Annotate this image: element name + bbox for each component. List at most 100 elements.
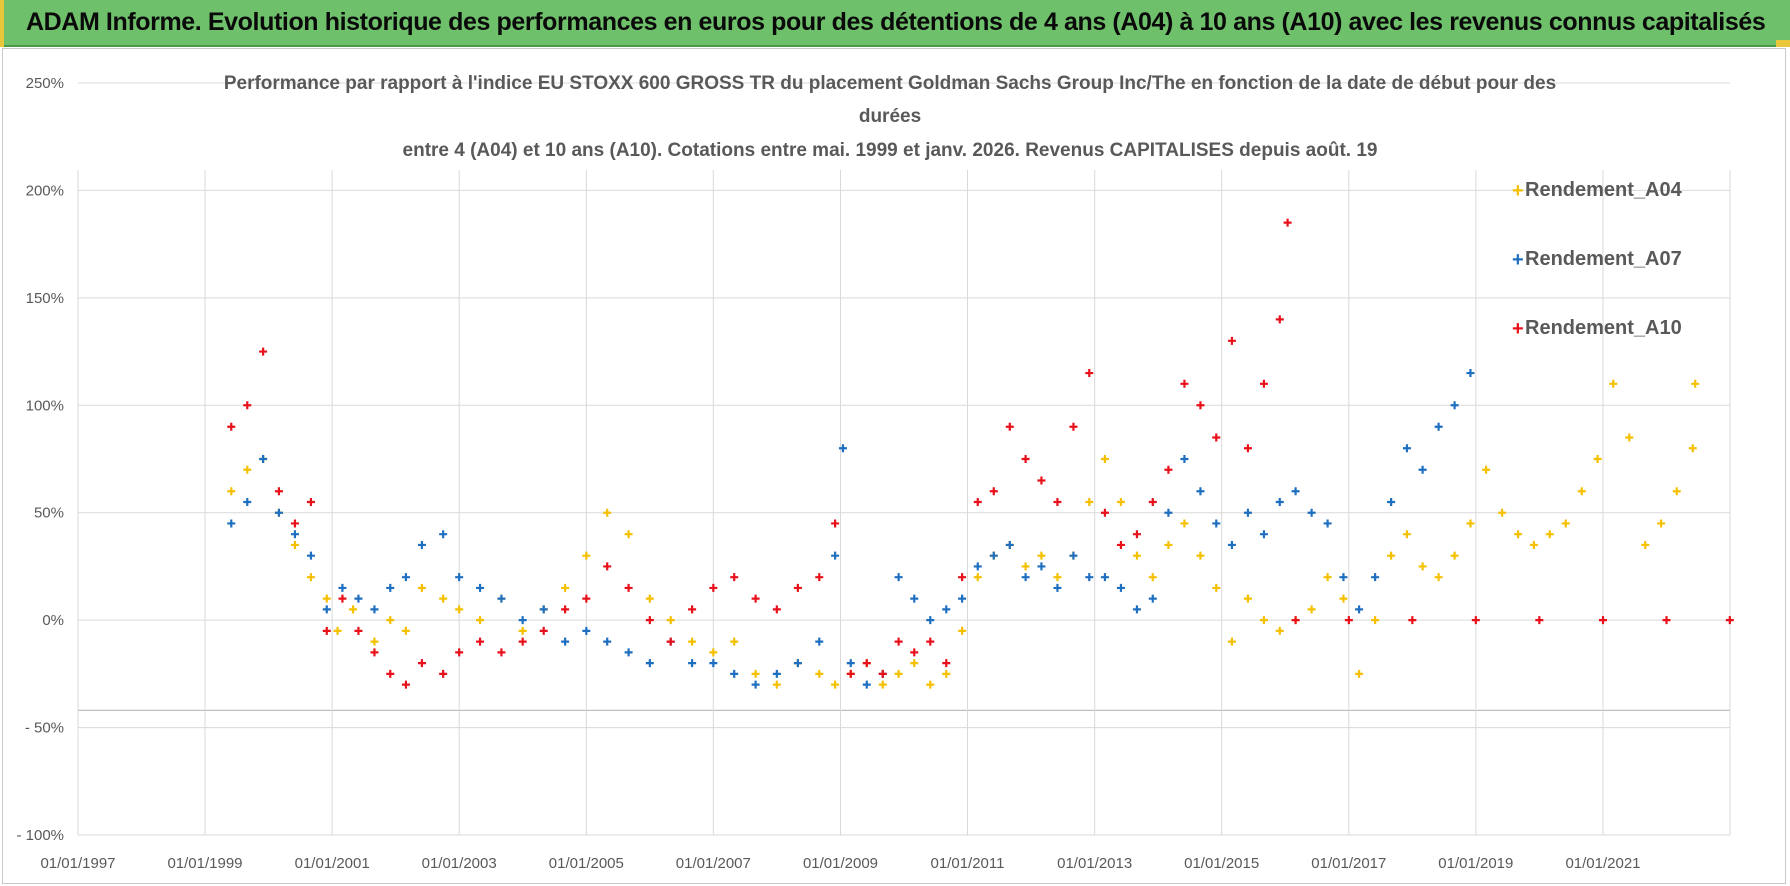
data-point (815, 669, 824, 678)
data-point (831, 551, 840, 560)
banner-title: ADAM Informe. Evolution historique des p… (26, 8, 1766, 36)
data-point (1291, 487, 1300, 496)
data-point (476, 616, 485, 625)
data-point (688, 659, 697, 668)
data-point (603, 637, 612, 646)
x-tick-label: 01/01/2015 (1184, 855, 1259, 872)
data-point (624, 648, 633, 657)
data-point (401, 573, 410, 582)
data-point (1180, 455, 1189, 463)
data-point (793, 659, 802, 668)
data-point (582, 551, 591, 560)
data-point (354, 594, 363, 603)
data-point (1593, 455, 1602, 463)
data-point (1037, 551, 1046, 560)
data-point (1402, 444, 1411, 453)
y-axis-labels: 250% 200% 150% 100% 50% 0% - 50% - 100% (16, 75, 64, 844)
data-point (1227, 540, 1236, 549)
data-point (709, 583, 718, 592)
data-point (1180, 379, 1189, 388)
data-point (1688, 444, 1697, 453)
data-point (838, 444, 847, 453)
data-point (1275, 626, 1284, 635)
data-point (227, 487, 236, 496)
data-point (942, 669, 951, 678)
data-point (338, 594, 347, 603)
data-point (497, 648, 506, 657)
data-point (1227, 637, 1236, 646)
data-point (561, 637, 570, 646)
data-point (322, 605, 331, 614)
data-point (354, 626, 363, 635)
data-point (322, 594, 331, 603)
data-point (1243, 594, 1252, 603)
data-point (1069, 422, 1078, 431)
data-point (1609, 379, 1618, 388)
data-point (227, 422, 236, 431)
y-tick-label: 200% (26, 182, 64, 199)
data-point (624, 583, 633, 592)
data-point (1355, 605, 1364, 614)
data-point (862, 659, 871, 668)
data-point (1371, 573, 1380, 582)
data-point (666, 637, 675, 646)
data-point (926, 616, 935, 625)
data-point (1243, 444, 1252, 453)
data-point (1344, 616, 1353, 625)
data-point (1339, 594, 1348, 603)
data-point (1672, 487, 1681, 496)
data-point (751, 680, 760, 689)
data-point (1132, 605, 1141, 614)
data-point (645, 659, 654, 668)
data-point (1662, 616, 1671, 625)
data-point (688, 605, 697, 614)
data-point (910, 648, 919, 657)
banner-accent-right (1776, 40, 1790, 47)
data-point (1387, 551, 1396, 560)
data-point (582, 626, 591, 635)
data-point (1514, 530, 1523, 539)
data-point (243, 497, 252, 506)
data-point (1625, 433, 1634, 442)
data-point (1323, 573, 1332, 582)
data-point (1116, 583, 1125, 592)
data-point (1535, 616, 1544, 625)
legend-label-a07: Rendement_A07 (1525, 248, 1682, 270)
data-point (1037, 562, 1046, 571)
data-point (306, 551, 315, 560)
data-point (958, 573, 967, 582)
data-point (1466, 519, 1475, 528)
data-point (259, 455, 268, 463)
data-point (709, 648, 718, 657)
x-tick-label: 01/01/2009 (803, 855, 878, 872)
data-point (439, 594, 448, 603)
data-point (349, 605, 358, 614)
data-point (1408, 616, 1417, 625)
x-tick-label: 01/01/2003 (422, 855, 497, 872)
data-point (455, 573, 464, 582)
legend-label-a10: Rendement_A10 (1525, 317, 1682, 339)
data-point (1259, 530, 1268, 539)
x-tick-label: 01/01/2001 (295, 855, 370, 872)
data-point (1212, 519, 1221, 528)
data-point (1498, 508, 1507, 517)
data-point (910, 594, 919, 603)
data-point (772, 605, 781, 614)
data-point (1561, 519, 1570, 528)
data-point (1482, 465, 1491, 474)
data-point (878, 680, 887, 689)
data-point (290, 519, 299, 528)
data-point (1053, 583, 1062, 592)
data-point (561, 583, 570, 592)
data-point (1402, 530, 1411, 539)
y-tick-label: 250% (26, 75, 64, 92)
data-point (751, 594, 760, 603)
data-point (227, 519, 236, 528)
data-point (1283, 218, 1292, 227)
data-point (1164, 540, 1173, 549)
data-point (926, 637, 935, 646)
data-series (227, 218, 1734, 689)
data-point (306, 497, 315, 506)
data-point (1005, 422, 1014, 431)
